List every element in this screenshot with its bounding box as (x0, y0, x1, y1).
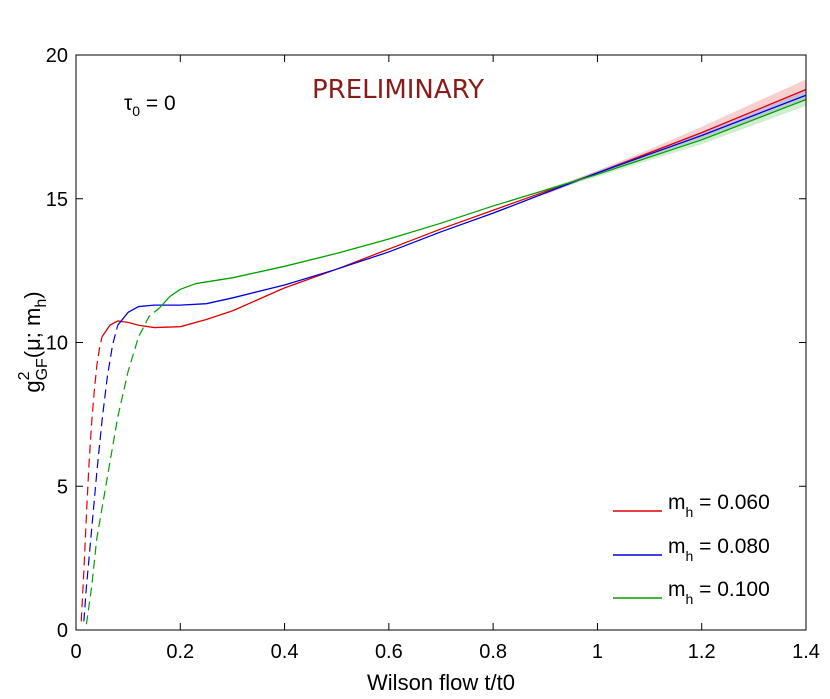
y-label-close: ) (20, 291, 45, 298)
axis-ticks: 0 0.2 0.4 0.6 0.8 1 1.2 1.4 0 5 10 15 20 (46, 45, 820, 663)
tau-annotation: τ0 = 0 (124, 92, 176, 119)
legend-2-sub: h (686, 591, 694, 607)
x-tick-label-5: 1 (592, 641, 603, 663)
legend-0-sub: h (686, 504, 694, 520)
x-tick-label-4: 0.8 (479, 641, 507, 663)
legend-2-base: m (668, 578, 686, 601)
y-label-args-sub: h (33, 299, 50, 308)
y-tick-label-1: 5 (57, 476, 68, 498)
x-tick-label-0: 0 (70, 641, 81, 663)
legend-0-value: = 0.060 (693, 491, 769, 514)
y-label-sup: 2 (16, 371, 33, 380)
preliminary-label: PRELIMINARY (312, 75, 484, 105)
legend-0-base: m (668, 491, 686, 514)
y-tick-label-4: 20 (46, 45, 68, 67)
legend-2-value: = 0.100 (693, 578, 769, 601)
x-tick-label-6: 1.2 (688, 641, 716, 663)
legend: mh = 0.060 mh = 0.080 mh = 0.100 (613, 491, 770, 607)
x-tick-label-1: 0.2 (166, 641, 194, 663)
line-solid-series-1 (117, 94, 807, 326)
legend-1-base: m (668, 535, 686, 558)
line-dashed-series-0 (80, 336, 103, 622)
tau-symbol: τ (124, 92, 133, 115)
tau-value: = 0 (140, 92, 176, 115)
x-tick-label-2: 0.4 (271, 641, 299, 663)
x-tick-label-7: 1.4 (792, 641, 820, 663)
band-series-0 (545, 79, 806, 193)
y-label-base: g (20, 380, 45, 392)
legend-entry-0: mh = 0.060 (668, 491, 770, 520)
tau-subscript: 0 (132, 103, 140, 119)
legend-1-value: = 0.080 (693, 535, 769, 558)
y-label-sub: GF (34, 358, 51, 380)
x-tick-label-3: 0.6 (375, 641, 403, 663)
y-axis-label: g2GF(μ; mh) (16, 291, 51, 392)
legend-entry-1: mh = 0.080 (668, 535, 770, 564)
line-dashed-series-1 (83, 325, 119, 622)
legend-entry-2: mh = 0.100 (668, 578, 770, 607)
series-lines (80, 88, 807, 625)
line-solid-series-2 (158, 98, 807, 309)
y-tick-label-3: 15 (46, 189, 68, 211)
legend-1-sub: h (686, 548, 694, 564)
x-axis-label: Wilson flow t/t0 (367, 670, 515, 695)
y-tick-label-0: 0 (57, 620, 68, 642)
line-solid-series-0 (101, 88, 807, 338)
y-label-args: (μ; m (20, 308, 45, 359)
y-tick-label-2: 10 (46, 333, 68, 355)
